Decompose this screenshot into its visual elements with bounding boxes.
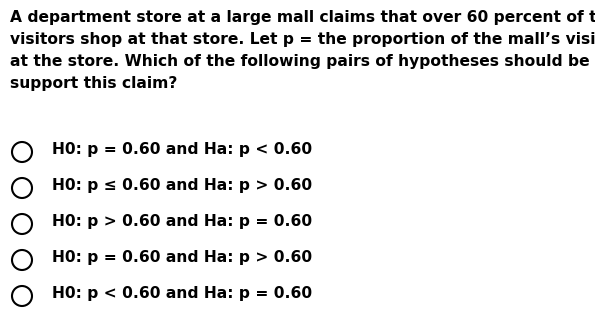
Text: H0: p = 0.60 and Ha: p > 0.60: H0: p = 0.60 and Ha: p > 0.60 xyxy=(52,250,312,265)
Text: H0: p = 0.60 and Ha: p < 0.60: H0: p = 0.60 and Ha: p < 0.60 xyxy=(52,142,312,157)
Text: H0: p ≤ 0.60 and Ha: p > 0.60: H0: p ≤ 0.60 and Ha: p > 0.60 xyxy=(52,178,312,193)
Text: A department store at a large mall claims that over 60 percent of the mall’s: A department store at a large mall claim… xyxy=(10,10,595,25)
Text: H0: p < 0.60 and Ha: p = 0.60: H0: p < 0.60 and Ha: p = 0.60 xyxy=(52,286,312,301)
Text: visitors shop at that store. Let p = the proportion of the mall’s visitors who s: visitors shop at that store. Let p = the… xyxy=(10,32,595,47)
Text: at the store. Which of the following pairs of hypotheses should be used to: at the store. Which of the following pai… xyxy=(10,54,595,69)
Text: H0: p > 0.60 and Ha: p = 0.60: H0: p > 0.60 and Ha: p = 0.60 xyxy=(52,214,312,229)
Text: support this claim?: support this claim? xyxy=(10,76,177,91)
